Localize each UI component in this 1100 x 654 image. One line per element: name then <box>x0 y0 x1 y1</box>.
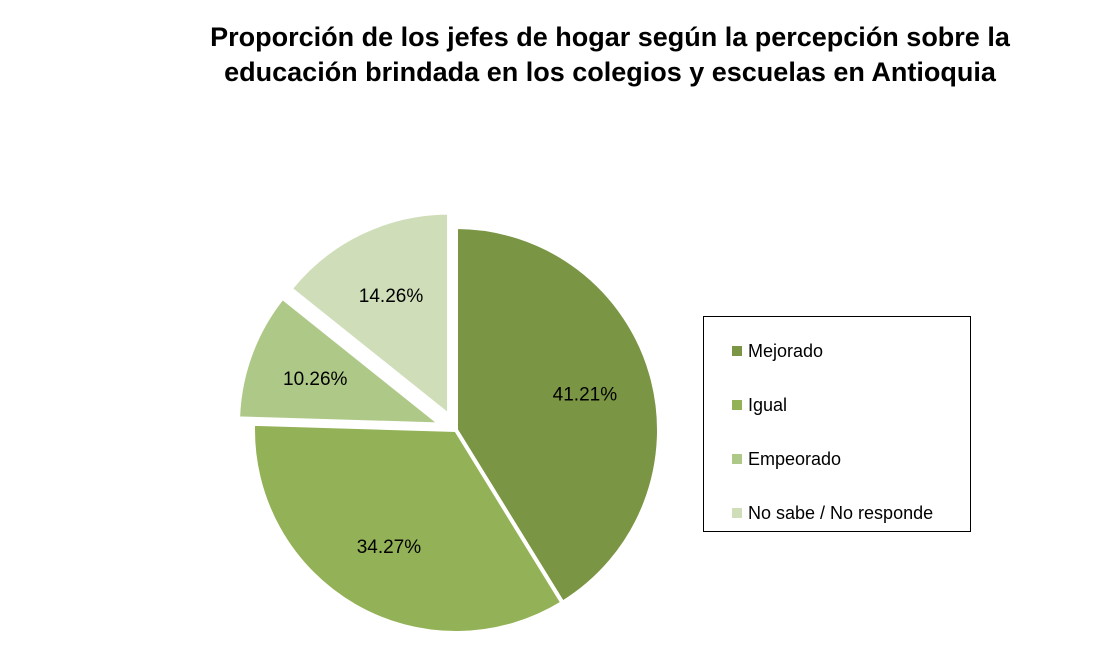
chart-title: Proporción de los jefes de hogar según l… <box>210 22 1010 87</box>
legend-swatch-no-sabe <box>732 508 742 518</box>
slice-empeorado <box>236 295 443 427</box>
legend-item-mejorado: Mejorado <box>732 340 823 362</box>
legend-swatch-mejorado <box>732 346 742 356</box>
slice-no-sabe-label: 14.26% <box>359 286 424 307</box>
legend-label-igual: Igual <box>748 394 788 415</box>
slice-igual-label: 34.27% <box>357 537 422 558</box>
legend-label-mejorado: Mejorado <box>748 340 824 361</box>
slice-igual <box>251 421 565 635</box>
legend-label-empeorado: Empeorado <box>748 448 842 469</box>
legend-label-no-sabe: No sabe / No responde <box>748 502 934 523</box>
slice-mejorado-label: 41.21% <box>553 384 618 405</box>
legend-item-igual: Igual <box>732 394 787 416</box>
legend: Mejorado Igual Empeorado No sabe / No re… <box>703 316 971 532</box>
legend-item-empeorado: Empeorado <box>732 448 841 470</box>
slice-empeorado-label: 10.26% <box>283 369 348 390</box>
legend-swatch-igual <box>732 400 742 410</box>
slice-no-sabe <box>288 210 452 418</box>
legend-swatch-empeorado <box>732 454 742 464</box>
legend-item-no-sabe: No sabe / No responde <box>732 502 933 524</box>
